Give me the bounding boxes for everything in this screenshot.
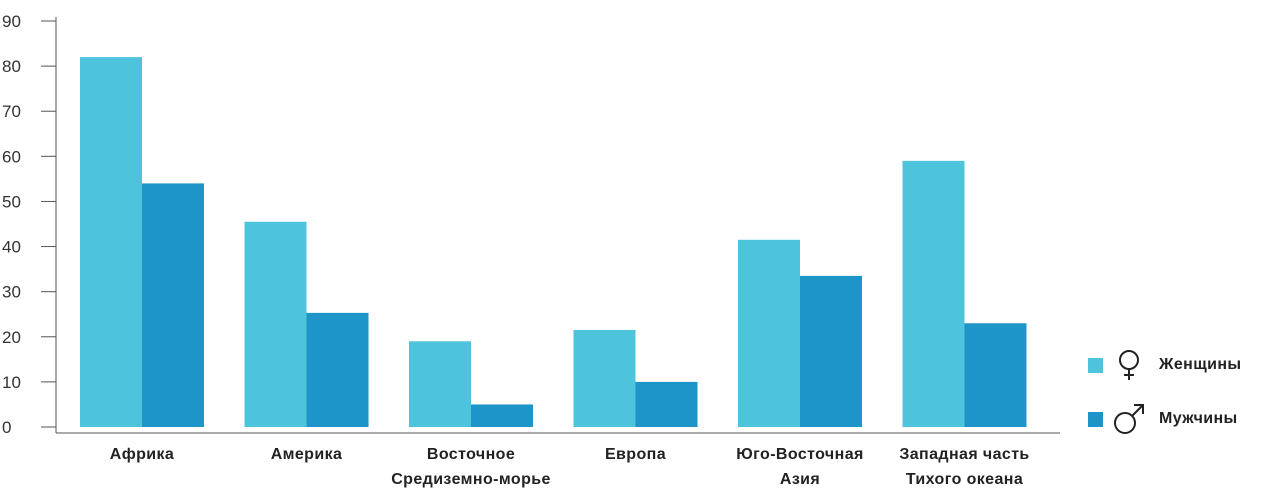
y-tick-label: 40 — [2, 238, 21, 257]
y-tick-label: 50 — [2, 192, 21, 211]
y-tick-label: 10 — [2, 373, 21, 392]
x-axis: Африка Америка Восточное Средиземно-морье Ев… — [56, 432, 1060, 488]
male-symbol-icon — [1114, 404, 1144, 434]
y-tick-label: 70 — [2, 102, 21, 121]
y-tick-label: 20 — [2, 328, 21, 347]
y-tick-label: 90 — [2, 12, 21, 31]
x-category-label: Восточное — [427, 446, 515, 463]
bar-men — [471, 404, 533, 427]
bar-women — [738, 239, 800, 427]
bar-women — [409, 341, 471, 427]
legend-swatch-men — [1088, 411, 1103, 427]
x-category-label: Юго-Восточная — [736, 446, 863, 463]
bar-women — [244, 221, 307, 427]
x-category-label: Средиземно-морье — [391, 471, 551, 488]
bar-men — [800, 275, 862, 427]
bar-men — [142, 183, 204, 427]
bar-men — [635, 381, 698, 427]
x-category-label: Европа — [605, 446, 666, 463]
bars — [80, 57, 1027, 427]
legend-item-women: Женщины — [1088, 338, 1268, 392]
x-category-label: Азия — [780, 471, 820, 488]
female-symbol-icon — [1119, 350, 1139, 380]
legend: Женщины Мужчины — [1088, 338, 1268, 446]
legend-label-men: Мужчины — [1159, 410, 1238, 427]
y-tick-label: 30 — [2, 283, 21, 302]
y-axis: 0 10 20 30 40 50 60 70 80 90 — [2, 12, 57, 437]
y-tick-label: 60 — [2, 147, 21, 166]
y-tick-label: 0 — [2, 418, 11, 437]
x-category-label: Америка — [271, 446, 343, 463]
legend-label-women: Женщины — [1159, 356, 1242, 373]
legend-swatch-women — [1088, 357, 1103, 373]
x-category-label: Тихого океана — [906, 471, 1023, 488]
bar-women — [573, 330, 636, 427]
bar-women — [902, 160, 965, 427]
bar-women — [80, 57, 142, 427]
legend-item-men: Мужчины — [1088, 392, 1268, 446]
bar-men — [964, 323, 1027, 427]
x-category-label: Африка — [110, 446, 174, 463]
x-category-label: Западная часть — [899, 446, 1029, 463]
y-tick-label: 80 — [2, 57, 21, 76]
bar-men — [306, 312, 369, 427]
